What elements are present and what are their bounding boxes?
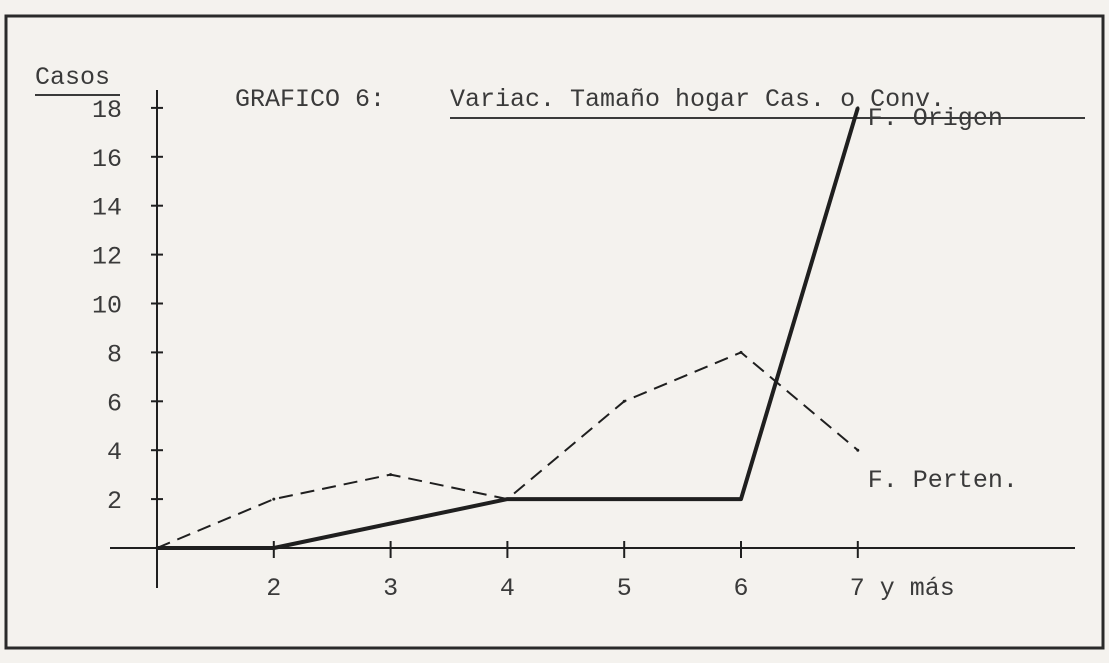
x-tick-label-2: 2: [266, 574, 281, 603]
page-border: [4, 14, 1105, 650]
series-2-point-2: [272, 497, 276, 501]
series-1-point-6: [739, 497, 743, 501]
x-tick-label-5: 5: [617, 574, 632, 603]
x-tick-label-6: 6: [733, 574, 748, 603]
y-tick-label-6: 6: [107, 389, 122, 418]
series-2-point-7: [856, 448, 860, 452]
series-1-point-5: [622, 497, 626, 501]
series-label-2: F. Perten.: [868, 466, 1018, 495]
series-line-1: [157, 107, 860, 550]
series-layer: [155, 106, 860, 550]
series-label-1: F. Origen: [868, 104, 1003, 133]
series-2-point-5: [622, 399, 626, 403]
y-tick-label-10: 10: [92, 292, 122, 321]
y-tick-label-8: 8: [107, 340, 122, 369]
chart-title: Variac. Tamaño hogar Cas. o Conv.: [450, 85, 945, 114]
series-2-point-3: [389, 473, 393, 477]
series-1-point-7: [856, 106, 860, 110]
x-tick-label-4: 4: [500, 574, 515, 603]
y-tick-label-14: 14: [92, 194, 122, 223]
y-tick-label-18: 18: [92, 96, 122, 125]
series-1-point-3: [389, 522, 393, 526]
series-2-point-4: [505, 497, 509, 501]
x-tick-label-3: 3: [383, 574, 398, 603]
series-1-point-2: [272, 546, 276, 550]
y-tick-label-16: 16: [92, 145, 122, 174]
y-tick-label-4: 4: [107, 438, 122, 467]
series-line-2: [156, 351, 859, 549]
series-2-point-6: [739, 350, 743, 354]
chart-title-prefix: GRAFICO 6:: [235, 85, 385, 114]
y-axis-label: Casos: [35, 63, 110, 92]
y-tick-label-2: 2: [107, 487, 122, 516]
labels-layer: 2 4 6 8 10 12 14 16 18 2 3 4 5 6 7 y más F. Origen F. Pe…: [92, 96, 1018, 603]
series-2-point-1: [155, 546, 159, 550]
axes: [110, 90, 1075, 588]
x-tick-label-7: 7 y más: [850, 574, 955, 603]
y-tick-label-12: 12: [92, 243, 122, 272]
